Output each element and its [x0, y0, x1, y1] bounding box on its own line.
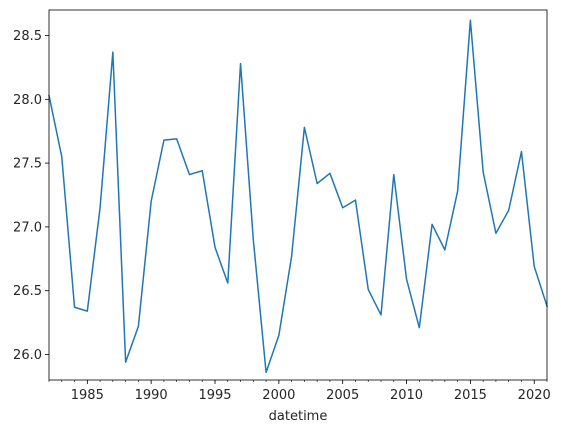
x-axis-title: datetime [269, 409, 328, 424]
series-line [48, 19, 548, 374]
y-axis: 26.0 26.5 27.0 27.5 28.0 28.5 [13, 29, 49, 363]
y-tick-label: 27.5 [13, 157, 42, 172]
x-axis: 1985 1990 1995 2000 2005 2010 2015 2020 [48, 380, 551, 403]
y-tick-label: 27.0 [13, 220, 42, 235]
y-tick-label: 26.0 [13, 348, 42, 363]
x-tick-label: 1985 [71, 388, 104, 403]
x-tick-label: 2010 [390, 388, 423, 403]
x-tick-label: 2015 [454, 388, 487, 403]
y-tick-label: 28.0 [13, 93, 42, 108]
x-tick-label: 2000 [262, 388, 295, 403]
y-tick-label: 28.5 [13, 29, 42, 44]
x-tick-label: 2020 [518, 388, 551, 403]
x-tick-label: 1995 [198, 388, 231, 403]
x-tick-label: 2005 [326, 388, 359, 403]
y-tick-label: 26.5 [13, 284, 42, 299]
plot-frame [48, 9, 548, 381]
x-tick-label: 1990 [135, 388, 168, 403]
